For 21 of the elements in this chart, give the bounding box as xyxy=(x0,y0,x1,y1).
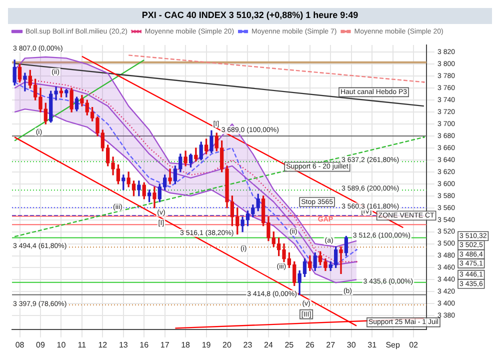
x-tick-label: 11 xyxy=(78,340,87,350)
x-tick-label: 26 xyxy=(305,340,315,350)
x-tick-label: 02 xyxy=(409,340,419,350)
x-tick-label: 10 xyxy=(56,340,66,350)
x-tick-label: 13 xyxy=(118,340,128,350)
x-tick-label: 30 xyxy=(346,340,356,350)
x-tick-label: 24 xyxy=(264,340,274,350)
x-tick-label: 09 xyxy=(36,340,46,350)
x-tick-label: 23 xyxy=(243,340,253,350)
x-tick-label: 17 xyxy=(160,340,170,350)
x-tick-label: Sep xyxy=(386,340,400,350)
x-tick-label: 27 xyxy=(326,340,336,350)
x-tick-label: 12 xyxy=(98,340,108,350)
x-tick-label: 08 xyxy=(15,340,25,350)
x-tick-label: 25 xyxy=(284,340,294,350)
x-tick-label: 20 xyxy=(222,340,232,350)
x-tick-label: 19 xyxy=(202,340,212,350)
chart-title: PXI - CAC 40 INDEX 3 510,32 (+0,88%) 1 heure 9:49 xyxy=(8,8,492,24)
x-tick-label: 31 xyxy=(368,340,378,350)
x-tick-label: 16 xyxy=(140,340,150,350)
x-tick-label: 18 xyxy=(181,340,191,350)
